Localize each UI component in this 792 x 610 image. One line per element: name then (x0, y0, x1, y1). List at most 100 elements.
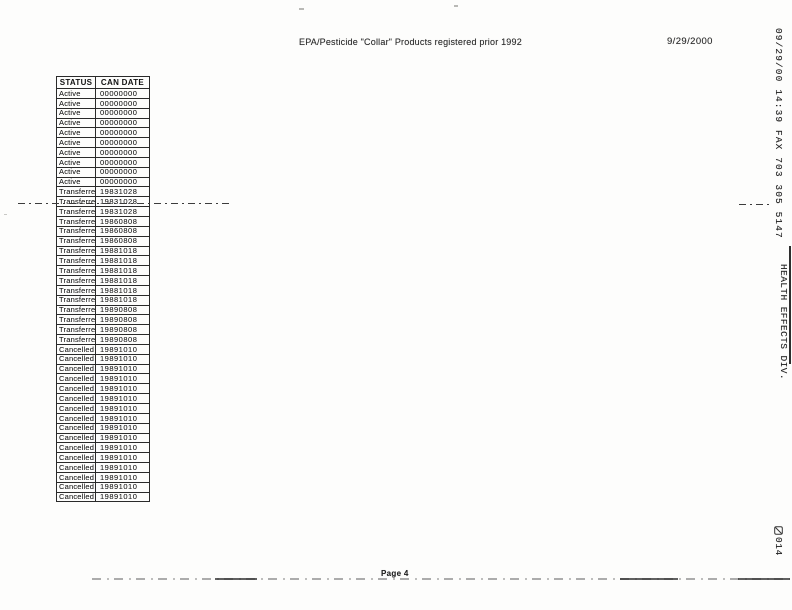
can-date-cell: 00000000 (95, 176, 150, 188)
table-row: Cancelled 19891010 (56, 353, 150, 365)
table-row: Active 00000000 (56, 156, 150, 168)
column-header-can-date: CAN DATE (95, 76, 150, 89)
status-cell: Cancelled (56, 432, 96, 444)
table-row: Cancelled 19891010 (56, 481, 150, 493)
status-cell: Active (56, 137, 96, 149)
can-date-cell: 00000000 (95, 137, 150, 149)
can-date-cell: 19881018 (95, 294, 150, 306)
table-row: Transferre 19860808 (56, 215, 150, 227)
status-cell: Active (56, 147, 96, 158)
status-cell: Transferre (56, 314, 96, 326)
table-row: Transferre 19860808 (56, 235, 150, 247)
can-date-cell: 19881018 (95, 255, 150, 267)
fax-page-stamp-icon (774, 526, 784, 535)
can-date-cell: 19881018 (95, 245, 150, 257)
status-cell: Active (56, 127, 96, 139)
table-row: Transferre 19890808 (56, 314, 150, 326)
can-date-cell: 19881018 (95, 275, 150, 286)
status-cell: Transferre (56, 334, 96, 345)
table-row: Transferre 19881018 (56, 255, 150, 267)
status-cell: Cancelled (56, 491, 96, 503)
page-number-label: Page 4 (381, 569, 409, 578)
table-row: Active 00000000 (56, 107, 150, 119)
can-date-cell: 19891010 (95, 363, 150, 375)
table-row: Transferre 19860808 (56, 225, 150, 237)
table-row: Cancelled 19891010 (56, 452, 150, 464)
table-row: Transferre 19881018 (56, 284, 150, 296)
table-row: Transferre 19881018 (56, 275, 150, 286)
table-row: Cancelled 19891010 (56, 422, 150, 434)
can-date-cell: 19881018 (95, 265, 150, 277)
can-date-cell: 00000000 (95, 117, 150, 129)
can-date-cell: 19890808 (95, 314, 150, 326)
table-row: Transferre 19881018 (56, 265, 150, 277)
table-row: Cancelled 19891010 (56, 412, 150, 424)
column-header-status: STATUS (56, 76, 96, 89)
status-cell: Transferre (56, 324, 96, 336)
can-date-cell: 19891010 (95, 442, 150, 454)
can-date-cell: 19890808 (95, 304, 150, 316)
status-cell: Cancelled (56, 403, 96, 414)
can-date-cell: 19891010 (95, 373, 150, 385)
status-cell: Cancelled (56, 383, 96, 395)
table-row: Cancelled 19891010 (56, 491, 150, 503)
status-cell: Transferre (56, 245, 96, 257)
status-cell: Transferre (56, 196, 96, 208)
table-row: Transferre 19881018 (56, 294, 150, 306)
status-cell: Transferre (56, 275, 96, 286)
table-row: Transferre 19890808 (56, 334, 150, 345)
table-row: Active 00000000 (56, 147, 150, 158)
status-cell: Transferre (56, 294, 96, 306)
can-date-cell: 00000000 (95, 107, 150, 119)
can-date-cell: 00000000 (95, 166, 150, 178)
footer-rule-dark-segment (215, 578, 257, 580)
table-row: Cancelled 19891010 (56, 471, 150, 483)
fax-stamp-divider-rule (789, 246, 791, 364)
status-cell: Transferre (56, 255, 96, 267)
table-row: Active 00000000 (56, 117, 150, 129)
can-date-cell: 19881018 (95, 284, 150, 296)
table-row: Transferre 19881018 (56, 245, 150, 257)
table-row: Transferre 19890808 (56, 324, 150, 336)
status-cell: Cancelled (56, 442, 96, 454)
can-date-cell: 19860808 (95, 225, 150, 237)
can-date-cell: 19831028 (95, 196, 150, 208)
footer-rule-dark-segment (738, 578, 790, 580)
table-row: Active 00000000 (56, 127, 150, 139)
can-date-cell: 00000000 (95, 156, 150, 168)
status-cell: Cancelled (56, 343, 96, 355)
table-row: Active 00000000 (56, 176, 150, 188)
status-cell: Cancelled (56, 422, 96, 434)
status-cell: Cancelled (56, 363, 96, 375)
can-date-cell: 19891010 (95, 462, 150, 473)
table-header-row: STATUS CAN DATE (56, 76, 150, 89)
fax-page-counter-stamp: 014 (772, 526, 786, 566)
table-row: Transferre 19831028 (56, 186, 150, 198)
can-date-cell: 00000000 (95, 127, 150, 139)
can-date-cell: 19891010 (95, 432, 150, 444)
table-row: Cancelled 19891010 (56, 432, 150, 444)
table-row: Active 00000000 (56, 97, 150, 109)
status-cell: Cancelled (56, 353, 96, 365)
table-row: Active 00000000 (56, 88, 150, 99)
status-cell: Cancelled (56, 452, 96, 464)
dashed-strike-line-left (18, 203, 232, 204)
table-body: Active 00000000 Active 00000000 Active 000000… (56, 88, 150, 503)
can-date-cell: 19831028 (95, 186, 150, 198)
can-date-cell: 19891010 (95, 422, 150, 434)
status-cell: Transferre (56, 206, 96, 217)
scan-artifact (4, 214, 7, 215)
table-row: Cancelled 19891010 (56, 373, 150, 385)
can-date-cell: 19891010 (95, 403, 150, 414)
fax-department-stamp: HEALTH EFFECTS DIV. (778, 264, 789, 380)
table-row: Cancelled 19891010 (56, 442, 150, 454)
status-cell: Cancelled (56, 393, 96, 404)
scan-artifact (299, 8, 304, 10)
status-cell: Active (56, 156, 96, 168)
can-date-cell: 19891010 (95, 471, 150, 483)
status-cell: Transferre (56, 186, 96, 198)
status-cell: Cancelled (56, 412, 96, 424)
table-row: Transferre 19890808 (56, 304, 150, 316)
status-cell: Transferre (56, 215, 96, 227)
footer-rule-dark-segment (620, 578, 678, 580)
